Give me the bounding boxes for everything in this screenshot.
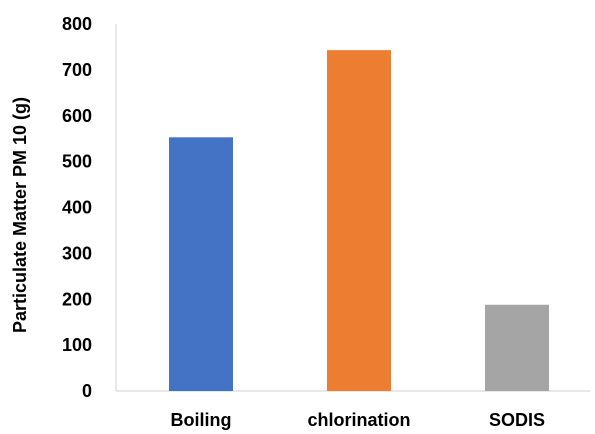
y-tick-label: 600	[62, 106, 92, 126]
bar-sodis	[485, 304, 549, 391]
y-tick-label: 800	[62, 14, 92, 34]
y-tick-label: 300	[62, 243, 92, 263]
bar-chlorination	[327, 50, 391, 392]
y-tick-label: 700	[62, 60, 92, 80]
y-tick-label: 400	[62, 198, 92, 218]
bars	[169, 50, 549, 392]
y-tick-label: 100	[62, 335, 92, 355]
y-tick-label: 200	[62, 289, 92, 309]
y-tick-label: 0	[82, 381, 92, 401]
x-tick-label: SODIS	[489, 410, 545, 430]
y-axis-ticks: 0 100 200 300 400 500 600 700 800	[62, 14, 92, 401]
x-axis-ticks: Boiling chlorination SODIS	[171, 410, 546, 430]
bar-boiling	[169, 137, 233, 391]
y-axis-title: Particulate Matter PM 10 (g)	[10, 97, 30, 333]
y-tick-label: 500	[62, 152, 92, 172]
x-tick-label: chlorination	[308, 410, 411, 430]
x-tick-label: Boiling	[171, 410, 232, 430]
